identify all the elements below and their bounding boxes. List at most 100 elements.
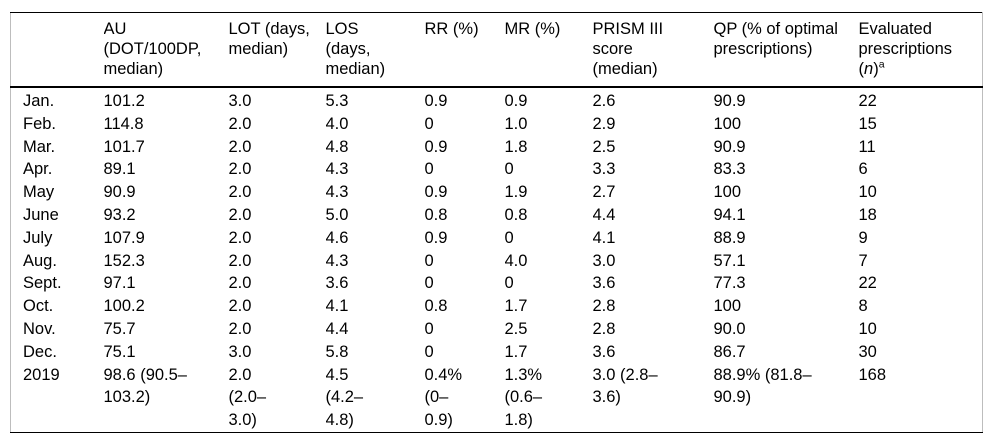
column-header-los: LOS (days, median) — [325, 12, 425, 88]
cell: 75.7 — [103, 319, 136, 338]
footnote-marker-a: a — [878, 58, 885, 71]
cell: 30 — [858, 342, 877, 361]
cell: 4.1 — [325, 297, 349, 316]
cell: 10 — [858, 183, 877, 202]
cell: 100.2 — [103, 297, 145, 316]
cell: 90.9 — [713, 137, 746, 156]
n-paren-open: ( — [858, 60, 865, 78]
cell: 3.0 — [228, 342, 252, 361]
cell: 2.7 — [592, 183, 616, 202]
cell: 2.0 — [228, 114, 252, 133]
cell: 0 — [504, 274, 514, 293]
cell: 0 — [424, 342, 434, 361]
table-row: Apr. 89.1 2.0 4.3 0 0 3.3 83.3 6 — [11, 158, 983, 181]
cell: 18 — [858, 205, 877, 224]
cell: 100 — [713, 183, 742, 202]
cell: 10 — [858, 319, 877, 338]
cell: 90.9 — [103, 183, 136, 202]
cell: 2.0 — [228, 274, 252, 293]
cell: 0.9 — [424, 92, 448, 110]
row-label: 2019 — [23, 365, 60, 384]
cell: 2.8 — [592, 297, 616, 316]
monthly-metrics-table: AU (DOT/100DP, median) LOT (days, median… — [10, 12, 983, 433]
cell: 114.8 — [103, 114, 144, 133]
column-header-qp: QP (% of optimal prescriptions) — [713, 12, 859, 88]
cell: 2.0 — [228, 183, 252, 202]
cell: 3.0 — [592, 251, 616, 270]
table-row: Jan. 101.2 3.0 5.3 0.9 0.9 2.6 90.9 22 — [11, 87, 983, 113]
cell: 0.9 — [504, 92, 528, 110]
cell: 0.8 — [424, 205, 448, 224]
column-header-evaluated-text: Evaluated prescriptions — [858, 20, 953, 58]
n-symbol: n — [864, 60, 874, 78]
row-label: Feb. — [23, 114, 57, 133]
cell: 168 — [858, 365, 887, 384]
header-row: AU (DOT/100DP, median) LOT (days, median… — [10, 12, 983, 88]
cell: 2.5 — [504, 319, 528, 338]
column-header-rr: RR (%) — [424, 12, 505, 88]
cell: 0 — [424, 319, 434, 338]
cell: 98.6 (90.5– 103.2) — [103, 365, 187, 407]
cell: 1.9 — [504, 183, 528, 202]
table-row: Nov. 75.7 2.0 4.4 0 2.5 2.8 90.0 10 — [11, 318, 983, 341]
cell: 2.9 — [592, 114, 616, 133]
row-label: Mar. — [23, 137, 56, 156]
cell: 75.1 — [103, 342, 136, 361]
cell: 4.5 (4.2– 4.8) — [325, 365, 364, 430]
row-label: Nov. — [23, 319, 56, 338]
cell: 4.1 — [592, 228, 616, 247]
cell: 0.8 — [424, 297, 448, 316]
cell: 3.3 — [592, 160, 616, 179]
cell: 0.9 — [424, 137, 448, 156]
cell: 2.0 — [228, 160, 252, 179]
cell: 107.9 — [103, 228, 145, 247]
cell: 0.9 — [424, 183, 448, 202]
cell: 11 — [858, 137, 876, 156]
cell: 101.7 — [103, 137, 145, 156]
cell: 0 — [424, 251, 434, 270]
cell: 0 — [424, 274, 434, 293]
cell: 4.4 — [592, 205, 616, 224]
cell: 2.0 — [228, 319, 252, 338]
cell: 9 — [858, 228, 868, 247]
cell: 1.8 — [504, 137, 528, 156]
row-label: July — [23, 228, 53, 247]
cell: 15 — [858, 114, 877, 133]
cell: 5.3 — [325, 92, 349, 110]
cell: 2.6 — [592, 92, 616, 110]
cell: 90.9 — [713, 92, 746, 110]
row-label: Dec. — [23, 342, 57, 361]
row-label: Oct. — [23, 297, 54, 316]
cell: 1.3% (0.6– 1.8) — [504, 365, 543, 430]
row-label: May — [23, 183, 55, 202]
cell: 2.0 — [228, 251, 252, 270]
column-header-au: AU (DOT/100DP, median) — [103, 12, 229, 88]
cell: 2.0 (2.0– 3.0) — [228, 365, 267, 430]
table-row: Sept. 97.1 2.0 3.6 0 0 3.6 77.3 22 — [11, 272, 983, 295]
column-header-month — [10, 12, 104, 88]
cell: 3.0 — [228, 92, 252, 110]
cell: 93.2 — [103, 205, 136, 224]
cell: 4.3 — [325, 160, 349, 179]
cell: 101.2 — [103, 92, 145, 110]
cell: 22 — [858, 274, 877, 293]
table-row: May 90.9 2.0 4.3 0.9 1.9 2.7 100 10 — [11, 181, 983, 204]
cell: 97.1 — [103, 274, 136, 293]
cell: 4.0 — [325, 114, 349, 133]
cell: 5.0 — [325, 205, 349, 224]
table-row: Oct. 100.2 2.0 4.1 0.8 1.7 2.8 100 8 — [11, 295, 983, 318]
cell: 4.0 — [504, 251, 528, 270]
cell: 57.1 — [713, 251, 746, 270]
cell: 4.6 — [325, 228, 349, 247]
column-header-mr: MR (%) — [504, 12, 593, 88]
cell: 83.3 — [713, 160, 746, 179]
table-row: 2019 98.6 (90.5– 103.2) 2.0 (2.0– 3.0) 4.5 … — [11, 364, 983, 433]
table-body: Jan. 101.2 3.0 5.3 0.9 0.9 2.6 90.9 22 Feb. 114.8 2… — [11, 87, 983, 432]
row-label: Apr. — [23, 160, 53, 179]
cell: 0.9 — [424, 228, 448, 247]
cell: 90.0 — [713, 319, 746, 338]
cell: 0 — [424, 160, 434, 179]
cell: 8 — [858, 297, 868, 316]
table-row: Dec. 75.1 3.0 5.8 0 1.7 3.6 86.7 30 — [11, 341, 983, 364]
cell: 7 — [858, 251, 868, 270]
